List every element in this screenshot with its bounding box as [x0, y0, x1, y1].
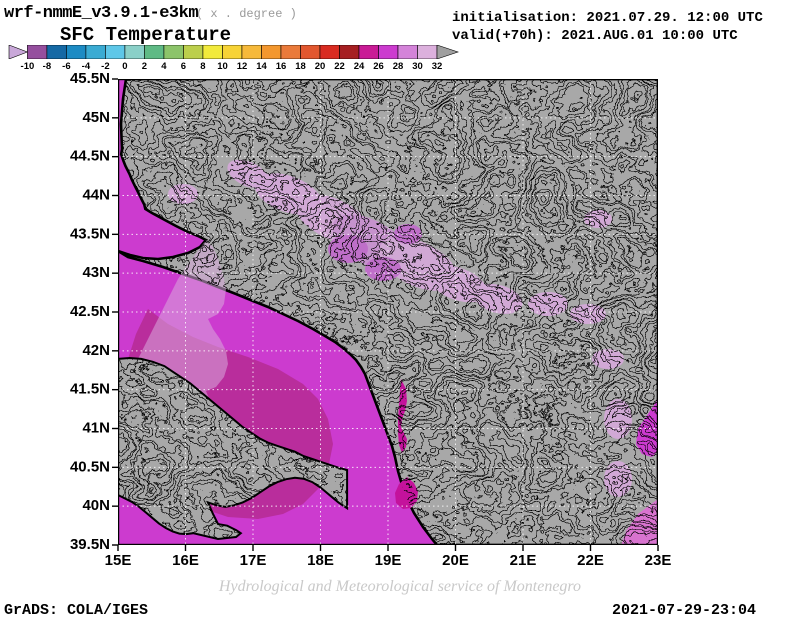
svg-text:43.5N: 43.5N: [70, 225, 110, 242]
svg-text:28: 28: [393, 61, 404, 72]
svg-text:22E: 22E: [577, 552, 604, 569]
svg-text:44N: 44N: [82, 187, 110, 204]
svg-text:30: 30: [412, 61, 423, 72]
svg-text:19E: 19E: [375, 552, 402, 569]
svg-text:41.5N: 41.5N: [70, 381, 110, 398]
svg-text:0: 0: [122, 61, 127, 72]
svg-text:45.5N: 45.5N: [70, 70, 110, 87]
svg-text:21E: 21E: [510, 552, 537, 569]
svg-text:39.5N: 39.5N: [70, 536, 110, 553]
svg-text:15E: 15E: [105, 552, 132, 569]
svg-text:8: 8: [200, 61, 205, 72]
svg-text:40N: 40N: [82, 497, 110, 514]
svg-text:45N: 45N: [82, 109, 110, 126]
svg-text:42.5N: 42.5N: [70, 303, 110, 320]
svg-text:20E: 20E: [442, 552, 469, 569]
svg-text:24: 24: [354, 61, 365, 72]
svg-text:44.5N: 44.5N: [70, 148, 110, 165]
svg-text:23E: 23E: [645, 552, 672, 569]
svg-text:20: 20: [315, 61, 326, 72]
svg-text:14: 14: [256, 61, 267, 72]
svg-text:16E: 16E: [172, 552, 199, 569]
svg-text:18: 18: [295, 61, 306, 72]
svg-text:-8: -8: [43, 61, 51, 72]
svg-text:4: 4: [161, 61, 167, 72]
svg-text:42N: 42N: [82, 342, 110, 359]
svg-text:16: 16: [276, 61, 287, 72]
svg-text:6: 6: [181, 61, 186, 72]
svg-text:18E: 18E: [307, 552, 334, 569]
svg-text:26: 26: [373, 61, 384, 72]
svg-text:22: 22: [334, 61, 345, 72]
svg-text:2: 2: [142, 61, 147, 72]
svg-text:41N: 41N: [82, 420, 110, 437]
svg-text:40.5N: 40.5N: [70, 458, 110, 475]
svg-text:17E: 17E: [240, 552, 267, 569]
svg-text:12: 12: [237, 61, 248, 72]
svg-text:10: 10: [217, 61, 228, 72]
svg-text:32: 32: [432, 61, 443, 72]
svg-text:-10: -10: [21, 61, 35, 72]
svg-text:43N: 43N: [82, 264, 110, 281]
